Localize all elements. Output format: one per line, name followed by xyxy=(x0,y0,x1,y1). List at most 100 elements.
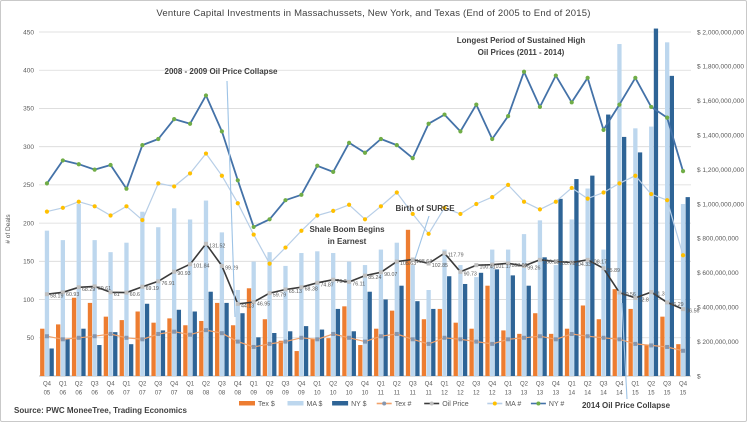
oil-price-label: 102.85 xyxy=(432,263,448,269)
marker xyxy=(394,190,399,195)
x-axis-label-quarter: Q4 xyxy=(615,382,624,388)
tex-bar xyxy=(501,330,506,376)
marker xyxy=(601,266,606,271)
marker xyxy=(458,129,463,134)
ny-bar xyxy=(637,152,643,376)
oil-price-label: 101.17 xyxy=(495,264,511,270)
x-axis-label-year: 09 xyxy=(250,391,257,397)
oil-collapse-2008-leader-line xyxy=(226,80,236,318)
x-axis-label-quarter: Q3 xyxy=(663,382,672,388)
x-axis-label-year: 14 xyxy=(568,391,575,397)
shale-boom-annotation: Shale Boom Begins xyxy=(309,225,385,234)
oil-price-label: 90.93 xyxy=(177,271,190,277)
left-axis-tick: 150 xyxy=(23,259,34,266)
marker xyxy=(378,136,384,142)
ma-bar xyxy=(410,265,415,376)
x-axis-label-quarter: Q2 xyxy=(647,382,656,388)
marker xyxy=(124,204,129,209)
legend-label: Oil Price xyxy=(442,401,469,408)
x-axis-label-quarter: Q1 xyxy=(59,382,68,388)
ma-bar xyxy=(505,249,511,376)
ma-bar xyxy=(394,242,399,376)
marker xyxy=(172,117,177,122)
tex-bar xyxy=(199,320,204,376)
marker xyxy=(235,201,240,206)
marker xyxy=(76,162,81,167)
x-axis-label-year: 08 xyxy=(234,391,241,397)
ny-bar xyxy=(129,344,134,376)
marker xyxy=(410,211,415,217)
marker xyxy=(346,140,352,145)
marker xyxy=(315,337,320,342)
oil-price-label: 46.95 xyxy=(257,301,270,307)
x-axis-label-quarter: Q4 xyxy=(297,382,306,388)
x-axis-label-quarter: Q4 xyxy=(361,382,370,388)
ma-bar xyxy=(108,252,113,376)
marker xyxy=(442,251,447,256)
ma-bar xyxy=(553,265,558,376)
right-axis-tick: $ 800,000,000 xyxy=(697,236,739,243)
left-axis-tick: 400 xyxy=(23,68,34,75)
oil-price-label: 105.79 xyxy=(559,261,575,267)
marker xyxy=(76,335,81,340)
ma-bar xyxy=(235,290,240,376)
ny-bar xyxy=(208,291,213,376)
marker xyxy=(124,290,129,295)
ma-bar xyxy=(569,219,574,376)
left-axis-tick: 50 xyxy=(27,335,35,342)
x-axis-label-quarter: Q2 xyxy=(266,382,275,388)
ny-bar xyxy=(526,285,531,376)
marker xyxy=(490,195,495,200)
right-axis-tick: $ 1,200,000,000 xyxy=(697,167,744,174)
marker xyxy=(633,173,638,178)
birth-of-surge-leader-line xyxy=(414,215,430,260)
marker xyxy=(680,169,686,174)
x-axis-label-quarter: Q1 xyxy=(122,382,131,388)
oil-price-label: 59.79 xyxy=(273,293,286,299)
x-axis-label-quarter: Q4 xyxy=(552,382,561,388)
marker xyxy=(521,199,527,204)
marker xyxy=(474,102,479,107)
marker xyxy=(681,348,686,353)
tex-bar xyxy=(151,322,156,376)
oil-price-label: 76.91 xyxy=(161,281,174,287)
x-axis-label-year: 12 xyxy=(473,391,480,397)
sustained-high-oil-annotation: Longest Period of Sustained High xyxy=(457,36,586,45)
ma-bar xyxy=(521,234,527,376)
x-axis-label-quarter: Q4 xyxy=(170,382,179,388)
tex-bar xyxy=(326,338,331,376)
tex-bar xyxy=(230,325,236,376)
oil-price-label: 131.52 xyxy=(209,243,225,249)
x-axis-label-year: 09 xyxy=(298,391,305,397)
oil-price-label: 46.29 xyxy=(670,302,683,308)
marker xyxy=(665,300,670,305)
marker xyxy=(108,213,113,218)
marker xyxy=(108,331,113,336)
legend-label: Tex # xyxy=(395,401,412,408)
oil-price-label: 99.29 xyxy=(225,265,238,271)
marker xyxy=(601,190,606,195)
marker xyxy=(76,285,81,290)
tex-bar xyxy=(612,289,617,376)
x-axis-label-quarter: Q2 xyxy=(393,382,402,388)
marker xyxy=(188,262,193,267)
legend-label: MA # xyxy=(505,401,521,408)
marker xyxy=(680,253,686,258)
oil-price-label: 36.56 xyxy=(686,309,699,315)
marker xyxy=(585,257,590,262)
ny-bar xyxy=(415,301,420,376)
marker xyxy=(442,335,447,340)
legend-swatch xyxy=(287,401,304,406)
marker xyxy=(203,93,209,98)
ma-bar xyxy=(362,265,368,376)
marker xyxy=(251,224,256,230)
oil-price-label: 76.11 xyxy=(352,281,365,287)
x-axis-label-year: 11 xyxy=(425,391,432,397)
x-axis-label-quarter: Q2 xyxy=(456,382,465,388)
ma-bar xyxy=(251,261,256,376)
oil-price-label: 105.63 xyxy=(400,261,416,267)
tex-bar xyxy=(167,318,172,376)
ma-bar xyxy=(490,249,495,376)
tex-bar xyxy=(183,325,188,376)
ny-bar xyxy=(303,326,309,376)
